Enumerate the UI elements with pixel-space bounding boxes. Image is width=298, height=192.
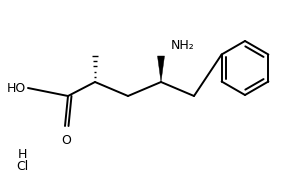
Text: NH₂: NH₂ — [171, 39, 195, 52]
Text: O: O — [61, 134, 71, 147]
Text: HO: HO — [7, 81, 26, 94]
Polygon shape — [158, 56, 164, 82]
Text: H: H — [17, 148, 27, 161]
Text: Cl: Cl — [16, 161, 28, 174]
